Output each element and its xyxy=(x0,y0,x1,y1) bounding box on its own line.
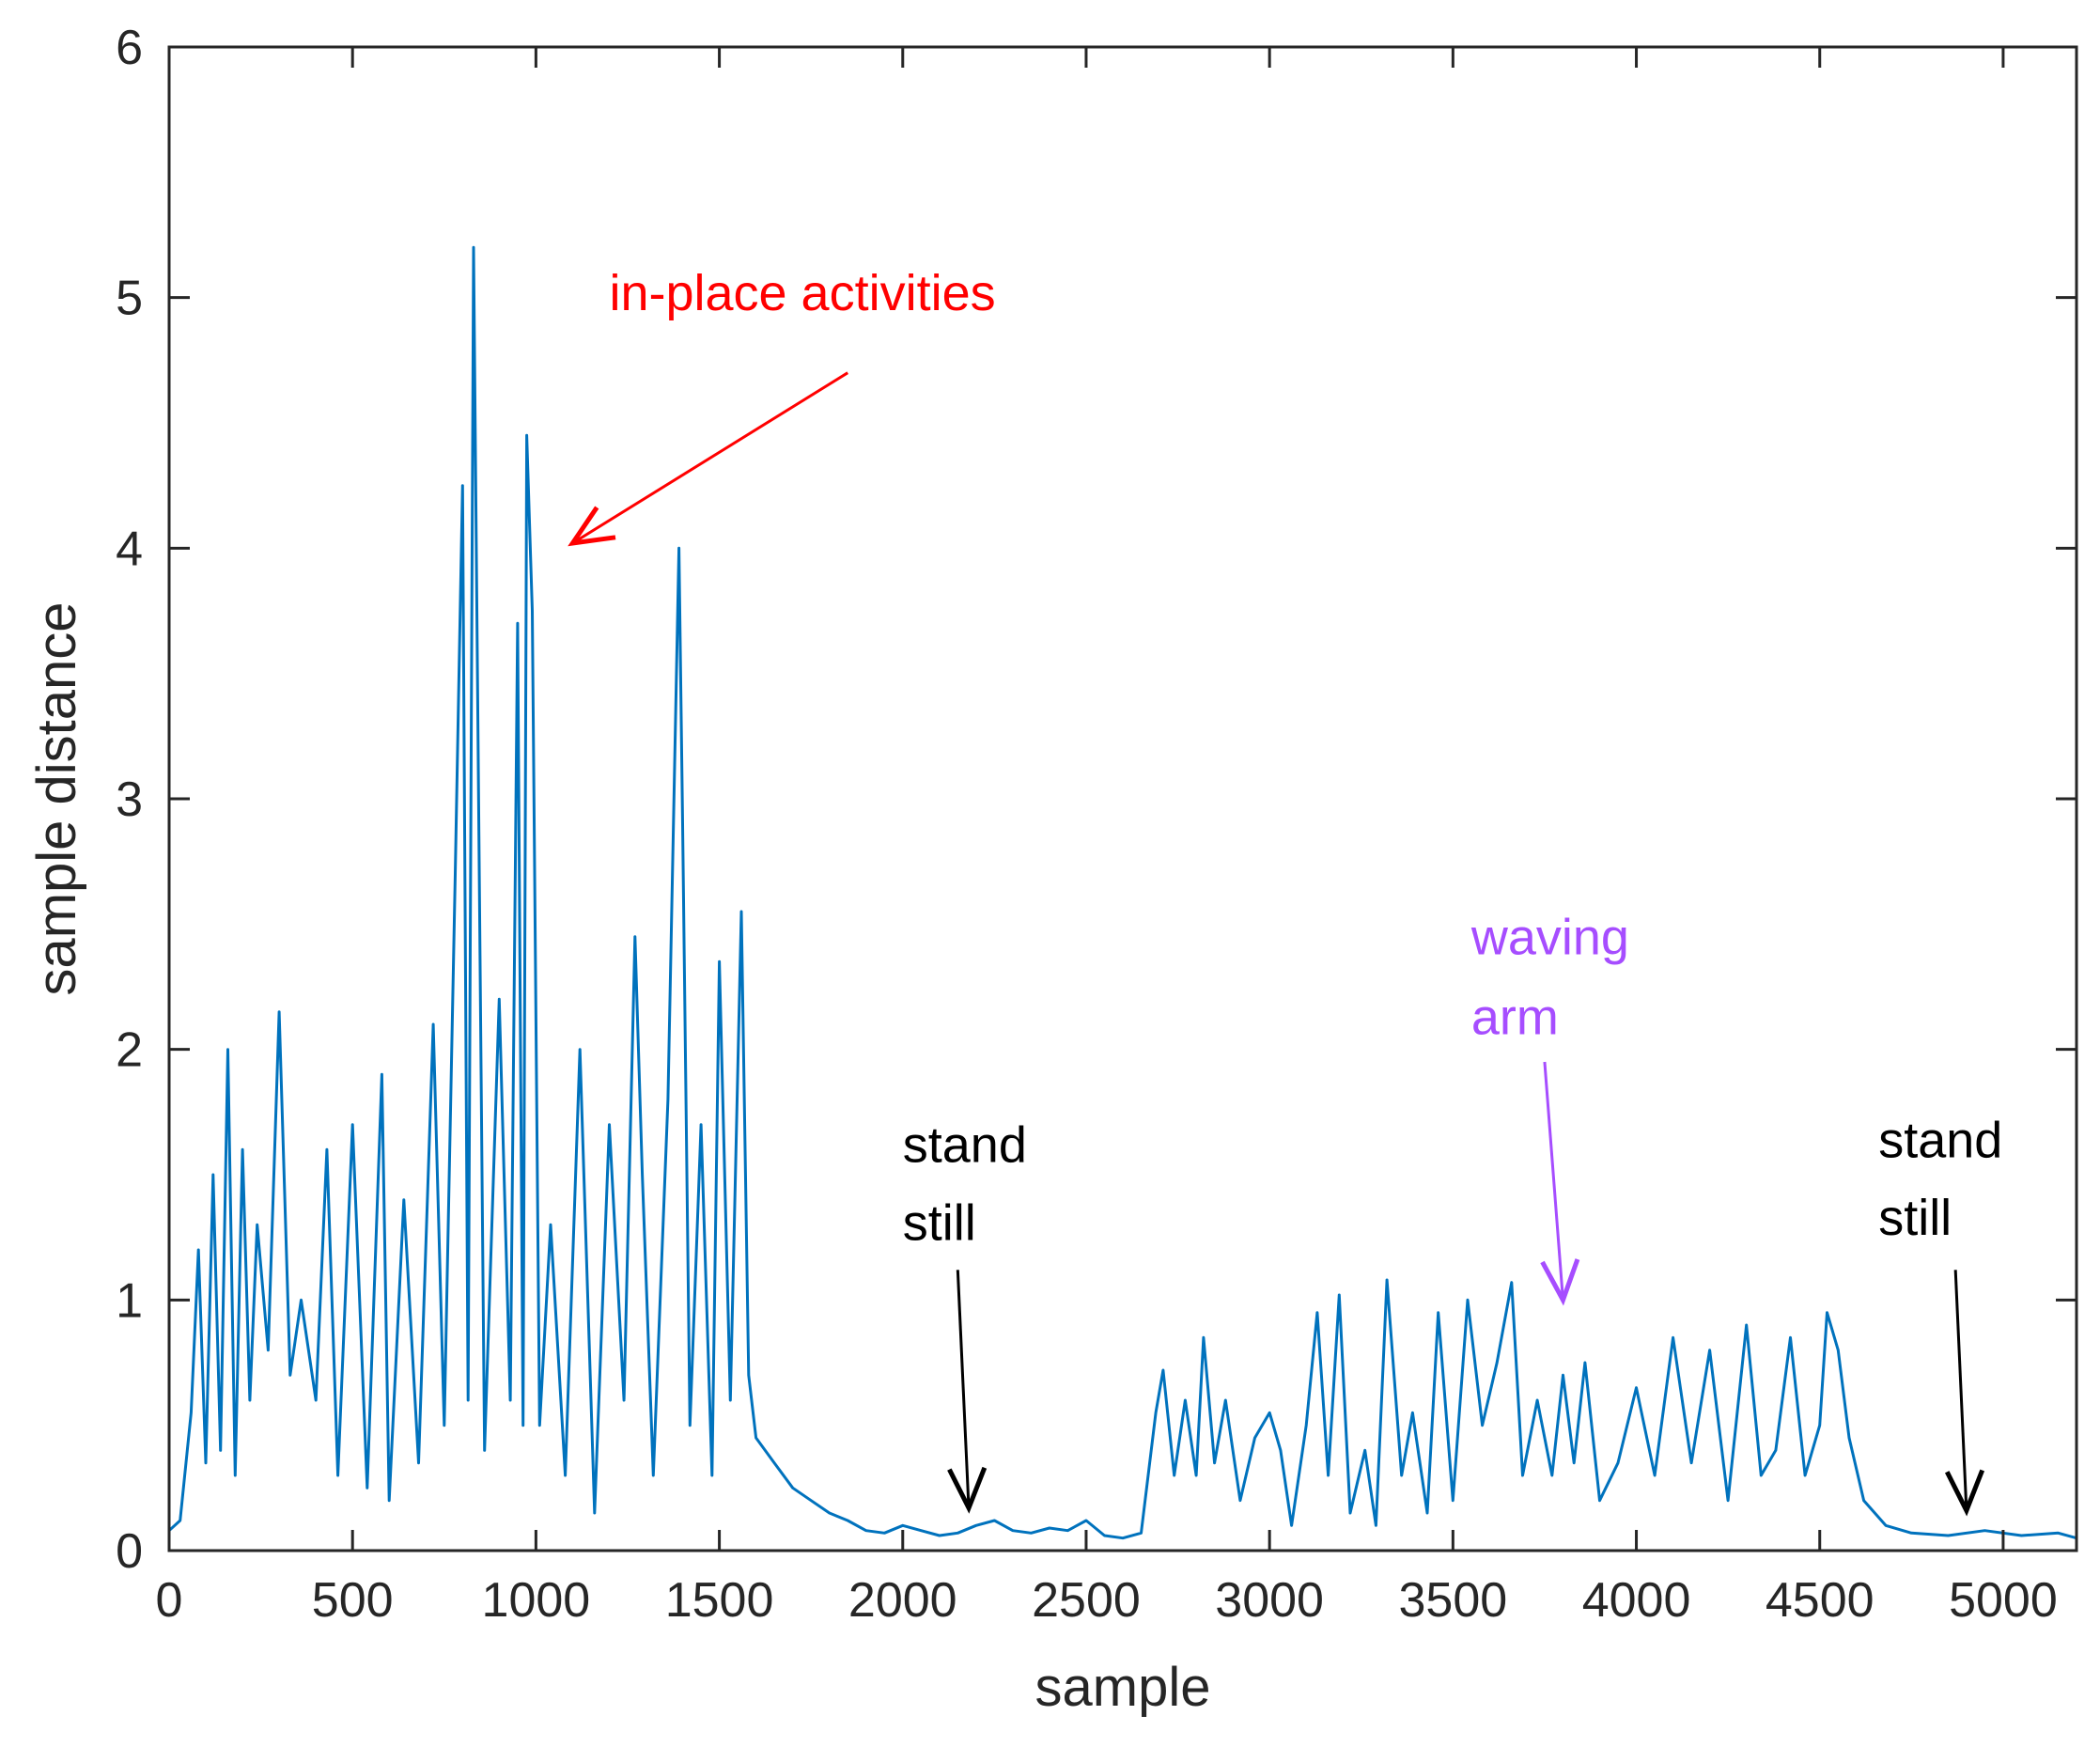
y-tick-label: 2 xyxy=(116,1023,143,1078)
x-tick-label: 500 xyxy=(312,1573,394,1628)
y-tick-label: 4 xyxy=(116,522,143,576)
y-tick-label: 6 xyxy=(116,21,143,75)
data-layer xyxy=(167,245,2077,1540)
x-axis-label: sample xyxy=(1035,1657,1211,1718)
annotation-label: stand xyxy=(903,1117,1027,1174)
x-tick-label: 4500 xyxy=(1766,1573,1874,1628)
annotation-label: arm xyxy=(1471,990,1559,1046)
annotation-arrow-shaft xyxy=(1953,1270,1968,1511)
annotation-arrow-shaft xyxy=(571,371,849,545)
annotation-arrow-shaft xyxy=(956,1270,971,1508)
annotation-arrow-head xyxy=(568,506,616,547)
y-tick-label: 5 xyxy=(116,272,143,326)
x-tick-label: 2000 xyxy=(848,1573,957,1628)
y-tick-label: 1 xyxy=(116,1273,143,1328)
y-axis-label: sample distance xyxy=(26,601,87,995)
y-tick-label: 3 xyxy=(116,772,143,827)
annotation-label: stand xyxy=(1878,1112,2002,1168)
x-tick-label: 1500 xyxy=(665,1573,774,1628)
annotation-label: in-place activities xyxy=(609,265,995,321)
annotation-label: still xyxy=(1878,1190,1952,1246)
series-line-0 xyxy=(167,245,2077,1540)
y-tick-label: 0 xyxy=(116,1524,143,1579)
x-tick-label: 4000 xyxy=(1582,1573,1691,1628)
annotation-arrow-head xyxy=(947,1466,988,1514)
annotation-arrow-head xyxy=(1540,1258,1580,1306)
x-tick-label: 2500 xyxy=(1032,1573,1141,1628)
annotations: in-place activities stand still waving arm st… xyxy=(568,265,2002,1517)
x-tick-label: 3000 xyxy=(1215,1573,1324,1628)
annotation-label: still xyxy=(903,1194,976,1251)
x-tick-label: 3500 xyxy=(1399,1573,1508,1628)
ticks-layer: 0 500 1000 1500 2000 2500 3000 3500 4000 4500 5000… xyxy=(116,21,2077,1628)
annotation-arrow-head xyxy=(1944,1469,1985,1517)
annotation-label: waving xyxy=(1470,909,1629,965)
x-tick-label: 1000 xyxy=(482,1573,591,1628)
x-tick-label: 0 xyxy=(156,1573,183,1628)
x-tick-label: 5000 xyxy=(1949,1573,2058,1628)
plot-frame xyxy=(167,45,2078,1552)
annotation-arrow-shaft xyxy=(1543,1061,1564,1301)
